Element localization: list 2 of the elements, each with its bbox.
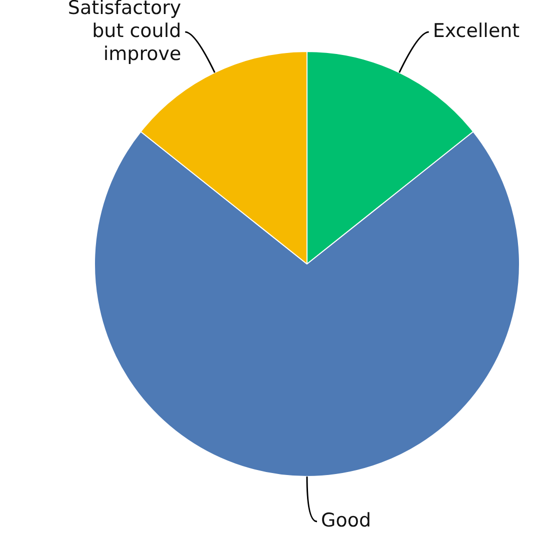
slice-label: Good — [321, 509, 372, 532]
slice-label: Excellent — [432, 20, 520, 42]
